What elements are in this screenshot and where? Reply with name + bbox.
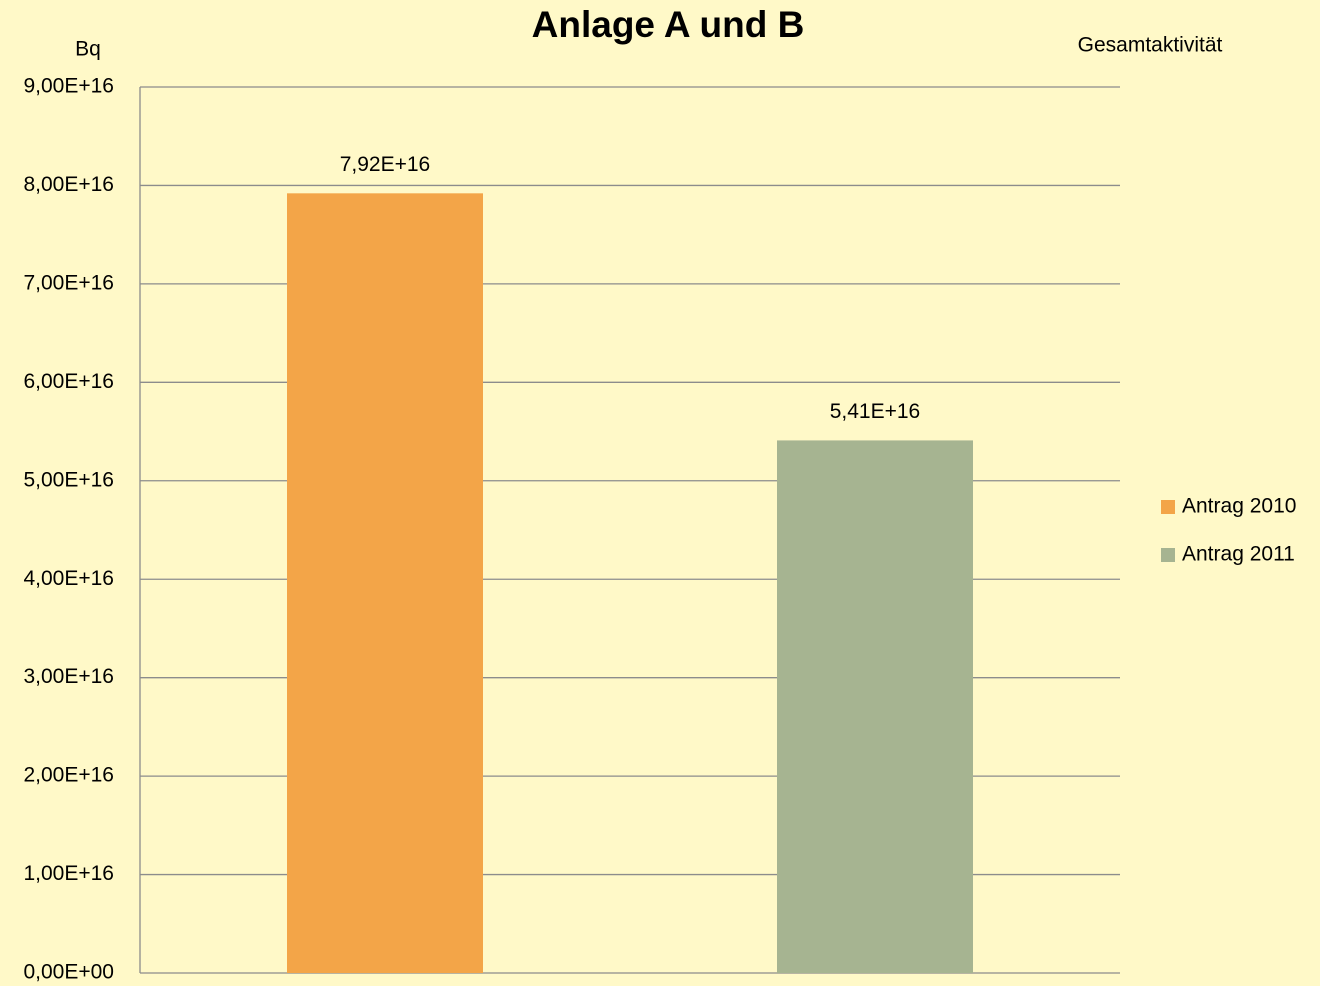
y-tick-label: 6,00E+16 (23, 370, 114, 393)
data-label: 7,92E+16 (340, 153, 431, 176)
legend-label: Antrag 2011 (1182, 543, 1295, 566)
y-tick-label: 3,00E+16 (23, 665, 114, 688)
y-tick-label: 0,00E+00 (23, 961, 114, 984)
y-tick-label: 2,00E+16 (23, 764, 114, 787)
y-tick-label: 1,00E+16 (23, 862, 114, 885)
data-label: 5,41E+16 (830, 400, 921, 423)
y-axis-label: Bq (75, 38, 101, 61)
chart-title: Anlage A und B (532, 4, 805, 45)
y-tick-label: 7,00E+16 (23, 271, 114, 294)
bar (777, 440, 973, 974)
y-tick-label: 5,00E+16 (23, 468, 114, 491)
bar (287, 193, 483, 973)
legend-swatch (1161, 548, 1175, 562)
y-tick-label: 8,00E+16 (23, 173, 114, 196)
y-tick-label: 9,00E+16 (23, 75, 114, 98)
legend-swatch (1161, 500, 1175, 514)
y-tick-label: 4,00E+16 (23, 567, 114, 590)
legend-label: Antrag 2010 (1182, 495, 1296, 518)
annotation: Gesamtaktivität (1078, 34, 1223, 57)
